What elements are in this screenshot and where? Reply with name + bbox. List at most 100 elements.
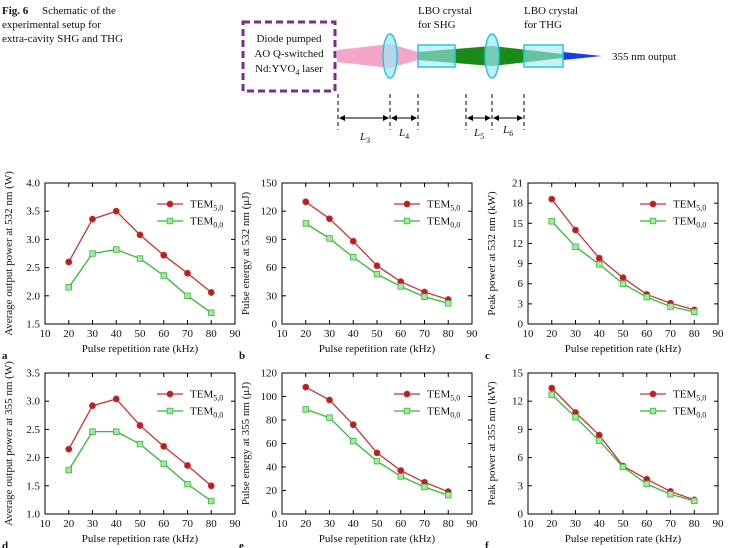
- x-tick-label: 10: [277, 328, 289, 340]
- marker: [595, 431, 603, 439]
- marker: [302, 383, 310, 391]
- y-tick-label: 21: [512, 178, 523, 190]
- y-tick-label: 6: [518, 452, 524, 464]
- marker: [548, 195, 556, 203]
- laser-label: Diode pumped: [256, 33, 322, 45]
- y-axis-label: Pulse energy at 532 nm (μJ): [240, 192, 252, 316]
- y-tick-label: 15: [512, 368, 524, 380]
- x-tick-label: 10: [40, 518, 52, 530]
- marker: [65, 284, 72, 291]
- panel-label: e: [239, 540, 244, 548]
- laser-label: laser: [299, 63, 323, 75]
- x-axis-label: Pulse repetition rate (kHz): [319, 343, 436, 355]
- y-tick-label: 0: [518, 509, 524, 521]
- chart: 10 20 30 40 50 60 70 80 90 0 30 60 90 120 150 Pulse rep…: [239, 178, 478, 363]
- legend-entry: TEM5,0: [673, 199, 706, 213]
- length-label: L: [398, 127, 405, 139]
- output-label: 355 nm output: [612, 51, 676, 63]
- length-label-sub: 5: [480, 132, 484, 141]
- x-axis-label: Pulse repetition rate (kHz): [565, 533, 682, 545]
- legend-entry: TEM0,0: [190, 406, 223, 420]
- marker: [160, 460, 167, 468]
- marker: [326, 235, 333, 242]
- x-tick-label: 50: [135, 518, 147, 530]
- crystal-label: LBO crystal: [418, 5, 472, 17]
- x-tick-label: 60: [395, 518, 407, 530]
- marker: [302, 220, 309, 227]
- y-tick-label: 3.0: [26, 396, 40, 408]
- x-tick-label: 30: [324, 518, 336, 530]
- y-tick-label: 0: [272, 509, 278, 521]
- length-label-sub: 6: [509, 129, 513, 138]
- marker: [595, 254, 603, 262]
- caption-line: Schematic of the: [42, 5, 116, 17]
- marker: [326, 215, 333, 223]
- marker: [619, 280, 627, 287]
- legend-name-sub: 5,0: [213, 394, 223, 403]
- crystal-label: LBO crystal: [524, 5, 578, 17]
- lens: [484, 33, 500, 79]
- marker: [160, 251, 168, 259]
- marker: [373, 270, 381, 278]
- x-tick-label: 30: [87, 328, 99, 340]
- length-label-sub: 4: [405, 132, 409, 141]
- x-axis-label: Pulse repetition rate (kHz): [82, 533, 199, 545]
- x-tick-label: 40: [594, 518, 606, 530]
- y-tick-label: 0: [518, 319, 524, 331]
- series-line: [551, 220, 695, 313]
- legend-name: TEM: [673, 216, 696, 228]
- x-tick-label: 50: [618, 518, 630, 530]
- chart: 10 20 30 40 50 60 70 80 90 1.0 1.5 2.0 2.5 3.0 3.5 Puls…: [2, 361, 241, 548]
- x-tick-label: 50: [135, 328, 147, 340]
- y-tick-label: 1.5: [26, 480, 40, 492]
- marker: [113, 246, 120, 253]
- y-tick-label: 3: [518, 480, 524, 492]
- y-tick-label: 6: [518, 278, 524, 290]
- x-tick-label: 40: [348, 328, 360, 340]
- legend-marker: [166, 217, 174, 225]
- x-tick-label: 60: [395, 328, 407, 340]
- x-tick-label: 10: [523, 328, 535, 340]
- marker: [136, 440, 144, 448]
- legend-entry: TEM0,0: [190, 216, 223, 230]
- length-label: L: [359, 131, 366, 143]
- x-tick-label: 20: [63, 328, 75, 340]
- legend-marker: [649, 390, 657, 398]
- x-tick-label: 50: [618, 328, 630, 340]
- marker: [691, 308, 698, 316]
- marker: [691, 497, 698, 505]
- legend-entry: TEM5,0: [190, 389, 223, 403]
- marker: [136, 231, 144, 239]
- x-tick-label: 60: [158, 328, 170, 340]
- legend-name-sub: 0,0: [213, 221, 223, 230]
- legend-marker: [649, 217, 657, 225]
- legend-name: TEM: [427, 199, 450, 211]
- legend-entry: TEM0,0: [427, 216, 460, 230]
- legend-name-sub: 5,0: [213, 204, 223, 213]
- x-tick-label: 20: [546, 328, 558, 340]
- marker: [350, 437, 357, 445]
- y-tick-label: 0: [272, 319, 278, 331]
- legend-name: TEM: [190, 389, 213, 401]
- laser-label: Nd:YVO4 laser: [255, 63, 323, 77]
- legend-marker: [403, 390, 411, 398]
- y-axis-label: Pulse energy at 355 nm (μJ): [240, 382, 252, 506]
- marker: [548, 391, 555, 398]
- marker: [136, 255, 144, 262]
- marker: [207, 289, 215, 296]
- crystal: [417, 44, 456, 68]
- x-tick-label: 60: [641, 328, 653, 340]
- x-tick-label: 80: [689, 518, 701, 530]
- marker: [596, 261, 603, 268]
- y-tick-label: 60: [266, 438, 278, 450]
- marker: [572, 243, 579, 250]
- x-tick-label: 70: [182, 518, 194, 530]
- x-tick-label: 40: [111, 328, 123, 340]
- chart: 10 20 30 40 50 60 70 80 90 0 20 40 60 80 100 120 Pulse r…: [239, 368, 478, 548]
- legend-name: TEM: [673, 199, 696, 211]
- y-tick-label: 3: [518, 298, 524, 310]
- x-tick-label: 10: [523, 518, 535, 530]
- marker: [397, 283, 404, 290]
- y-tick-label: 100: [261, 391, 278, 403]
- legend-name-sub: 0,0: [213, 411, 223, 420]
